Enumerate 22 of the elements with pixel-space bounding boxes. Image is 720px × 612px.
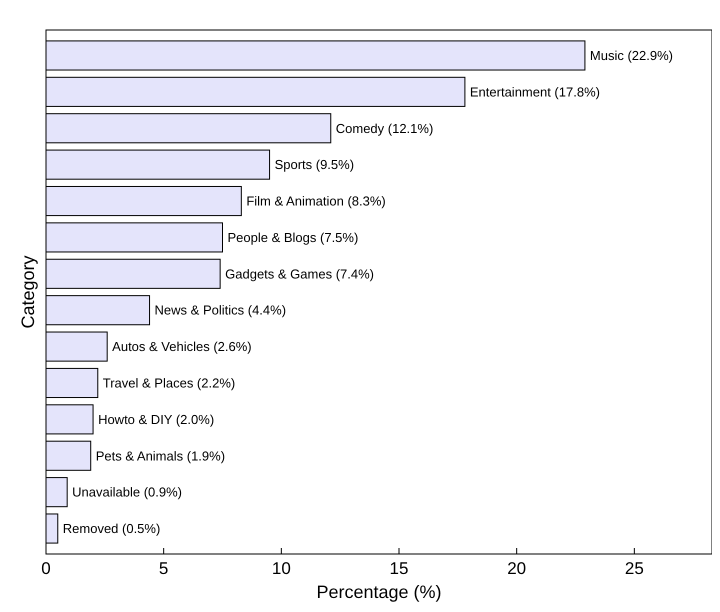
x-tick-label: 20: [507, 559, 526, 578]
x-tick-label: 5: [158, 559, 168, 578]
data-label: Music (22.9%): [590, 48, 673, 64]
x-tick-label: 15: [390, 559, 408, 578]
data-label: Travel & Places (2.2%): [102, 376, 236, 391]
x-tick-label: 25: [624, 559, 644, 578]
data-label: Removed (0.5%): [62, 521, 160, 536]
data-label: Comedy (12.1%): [336, 120, 434, 136]
data-label: News & Politics (4.4%): [154, 302, 286, 318]
x-axis-title: Percentage (%): [316, 582, 442, 602]
y-axis-title: Category: [18, 255, 38, 329]
data-label: Pets & Animals (1.9%): [96, 448, 226, 464]
data-label: Sports (9.5%): [274, 157, 354, 172]
x-tick-label: 0: [41, 559, 51, 578]
data-label: Gadgets & Games (7.4%): [225, 266, 374, 282]
data-label: Autos & Vehicles (2.6%): [112, 339, 252, 354]
data-label: People & Blogs (7.5%): [228, 230, 358, 245]
data-label: Entertainment (17.8%): [470, 84, 600, 100]
data-label: Film & Animation (8.3%): [246, 194, 386, 209]
data-label: Howto & DIY (2.0%): [98, 412, 214, 427]
data-label: Unavailable (0.9%): [72, 484, 182, 500]
x-tick-label: 10: [272, 559, 291, 578]
